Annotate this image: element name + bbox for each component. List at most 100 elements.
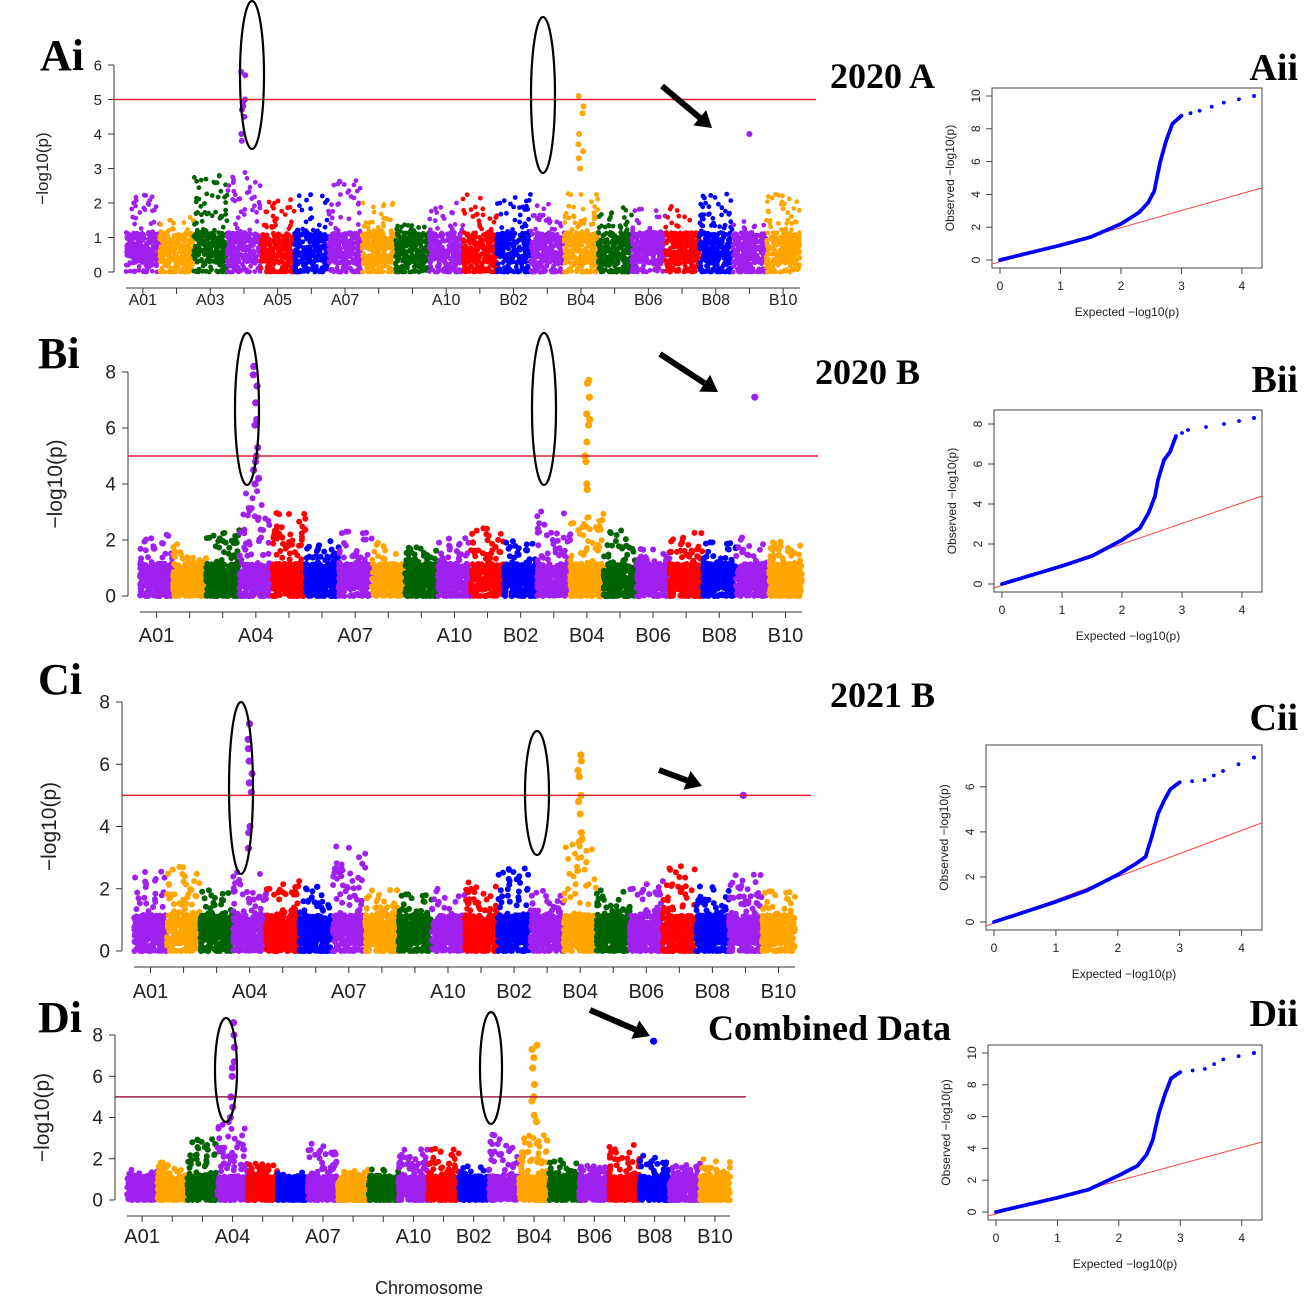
snp-point — [606, 223, 611, 228]
snp-point — [647, 261, 652, 266]
snp-point — [240, 262, 245, 267]
snp-point — [732, 239, 737, 244]
snp-point — [287, 261, 292, 266]
snp-point — [222, 241, 227, 246]
snp-point — [164, 263, 169, 268]
snp-point — [704, 246, 709, 251]
snp-point — [194, 211, 199, 216]
snp-point — [496, 251, 501, 256]
snp-point — [742, 219, 747, 224]
snp-point — [176, 263, 181, 268]
snp-point — [354, 178, 359, 183]
y-tick-label: 5 — [94, 92, 102, 109]
snp-point — [209, 267, 214, 272]
snp-point — [181, 220, 186, 225]
snp-point — [196, 197, 201, 202]
chromosome-B03-points — [528, 202, 566, 275]
snp-point — [261, 238, 266, 243]
snp-point — [336, 243, 341, 248]
snp-point — [345, 190, 350, 195]
snp-point — [519, 236, 524, 241]
snp-point — [129, 246, 134, 251]
y-tick-label: 6 — [94, 57, 102, 74]
snp-point — [454, 254, 459, 259]
x-tick-label: B06 — [634, 292, 663, 309]
snp-point — [293, 254, 298, 259]
snp-point — [675, 253, 680, 258]
snp-point — [684, 269, 689, 274]
snp-point — [496, 261, 501, 266]
snp-point — [499, 225, 504, 230]
snp-point — [248, 252, 253, 257]
snp-point — [689, 230, 694, 235]
snp-point — [581, 207, 586, 212]
snp-point — [247, 228, 252, 233]
snp-point — [447, 248, 452, 253]
snp-point — [384, 242, 389, 247]
snp-point — [178, 270, 183, 275]
snp-point — [596, 258, 601, 263]
snp-point — [700, 212, 705, 217]
snp-point — [188, 261, 193, 266]
snp-point — [364, 220, 369, 225]
snp-point — [641, 266, 646, 271]
snp-point — [615, 268, 620, 273]
snp-point — [630, 236, 635, 241]
snp-point — [566, 240, 571, 245]
snp-point — [471, 232, 476, 237]
snp-point — [304, 237, 309, 242]
snp-point — [206, 253, 211, 258]
snp-point — [372, 257, 377, 262]
snp-point — [273, 258, 278, 263]
snp-point — [226, 230, 231, 235]
snp-point — [308, 192, 313, 197]
snp-point — [173, 259, 178, 264]
snp-point — [148, 198, 153, 203]
snp-point — [180, 253, 185, 258]
snp-point — [737, 256, 742, 261]
snp-point — [278, 269, 283, 274]
snp-point — [372, 210, 377, 215]
snp-point — [195, 260, 200, 265]
snp-point — [149, 221, 154, 226]
snp-point — [238, 238, 243, 243]
snp-point — [433, 218, 438, 223]
snp-point — [574, 269, 579, 274]
snp-point — [297, 234, 302, 239]
snp-point — [381, 224, 386, 229]
snp-point — [357, 211, 362, 216]
snp-point — [414, 241, 419, 246]
snp-point — [182, 260, 187, 265]
snp-point — [311, 228, 316, 233]
snp-point — [304, 198, 309, 203]
snp-point — [759, 261, 764, 266]
snp-point — [664, 251, 669, 256]
snp-point — [245, 245, 250, 250]
snp-point — [213, 210, 218, 215]
snp-point — [402, 222, 407, 227]
snp-point — [349, 237, 354, 242]
snp-point — [591, 221, 596, 226]
snp-point — [676, 214, 681, 219]
snp-point — [557, 246, 562, 251]
snp-point — [255, 219, 260, 224]
snp-point — [466, 239, 471, 244]
snp-point — [398, 229, 403, 234]
snp-point — [716, 266, 721, 271]
snp-point — [429, 209, 434, 214]
snp-point — [701, 254, 706, 259]
snp-point — [375, 247, 380, 252]
snp-point — [308, 206, 313, 211]
snp-point — [655, 258, 660, 263]
snp-point — [710, 216, 715, 221]
snp-point — [226, 236, 231, 241]
snp-point — [386, 236, 391, 241]
snp-point — [384, 260, 389, 265]
snp-point — [405, 258, 410, 263]
snp-point — [158, 259, 163, 264]
snp-point — [272, 201, 277, 206]
snp-point — [725, 257, 730, 262]
snp-point — [551, 267, 556, 272]
snp-point — [492, 220, 497, 225]
snp-point — [317, 268, 322, 273]
